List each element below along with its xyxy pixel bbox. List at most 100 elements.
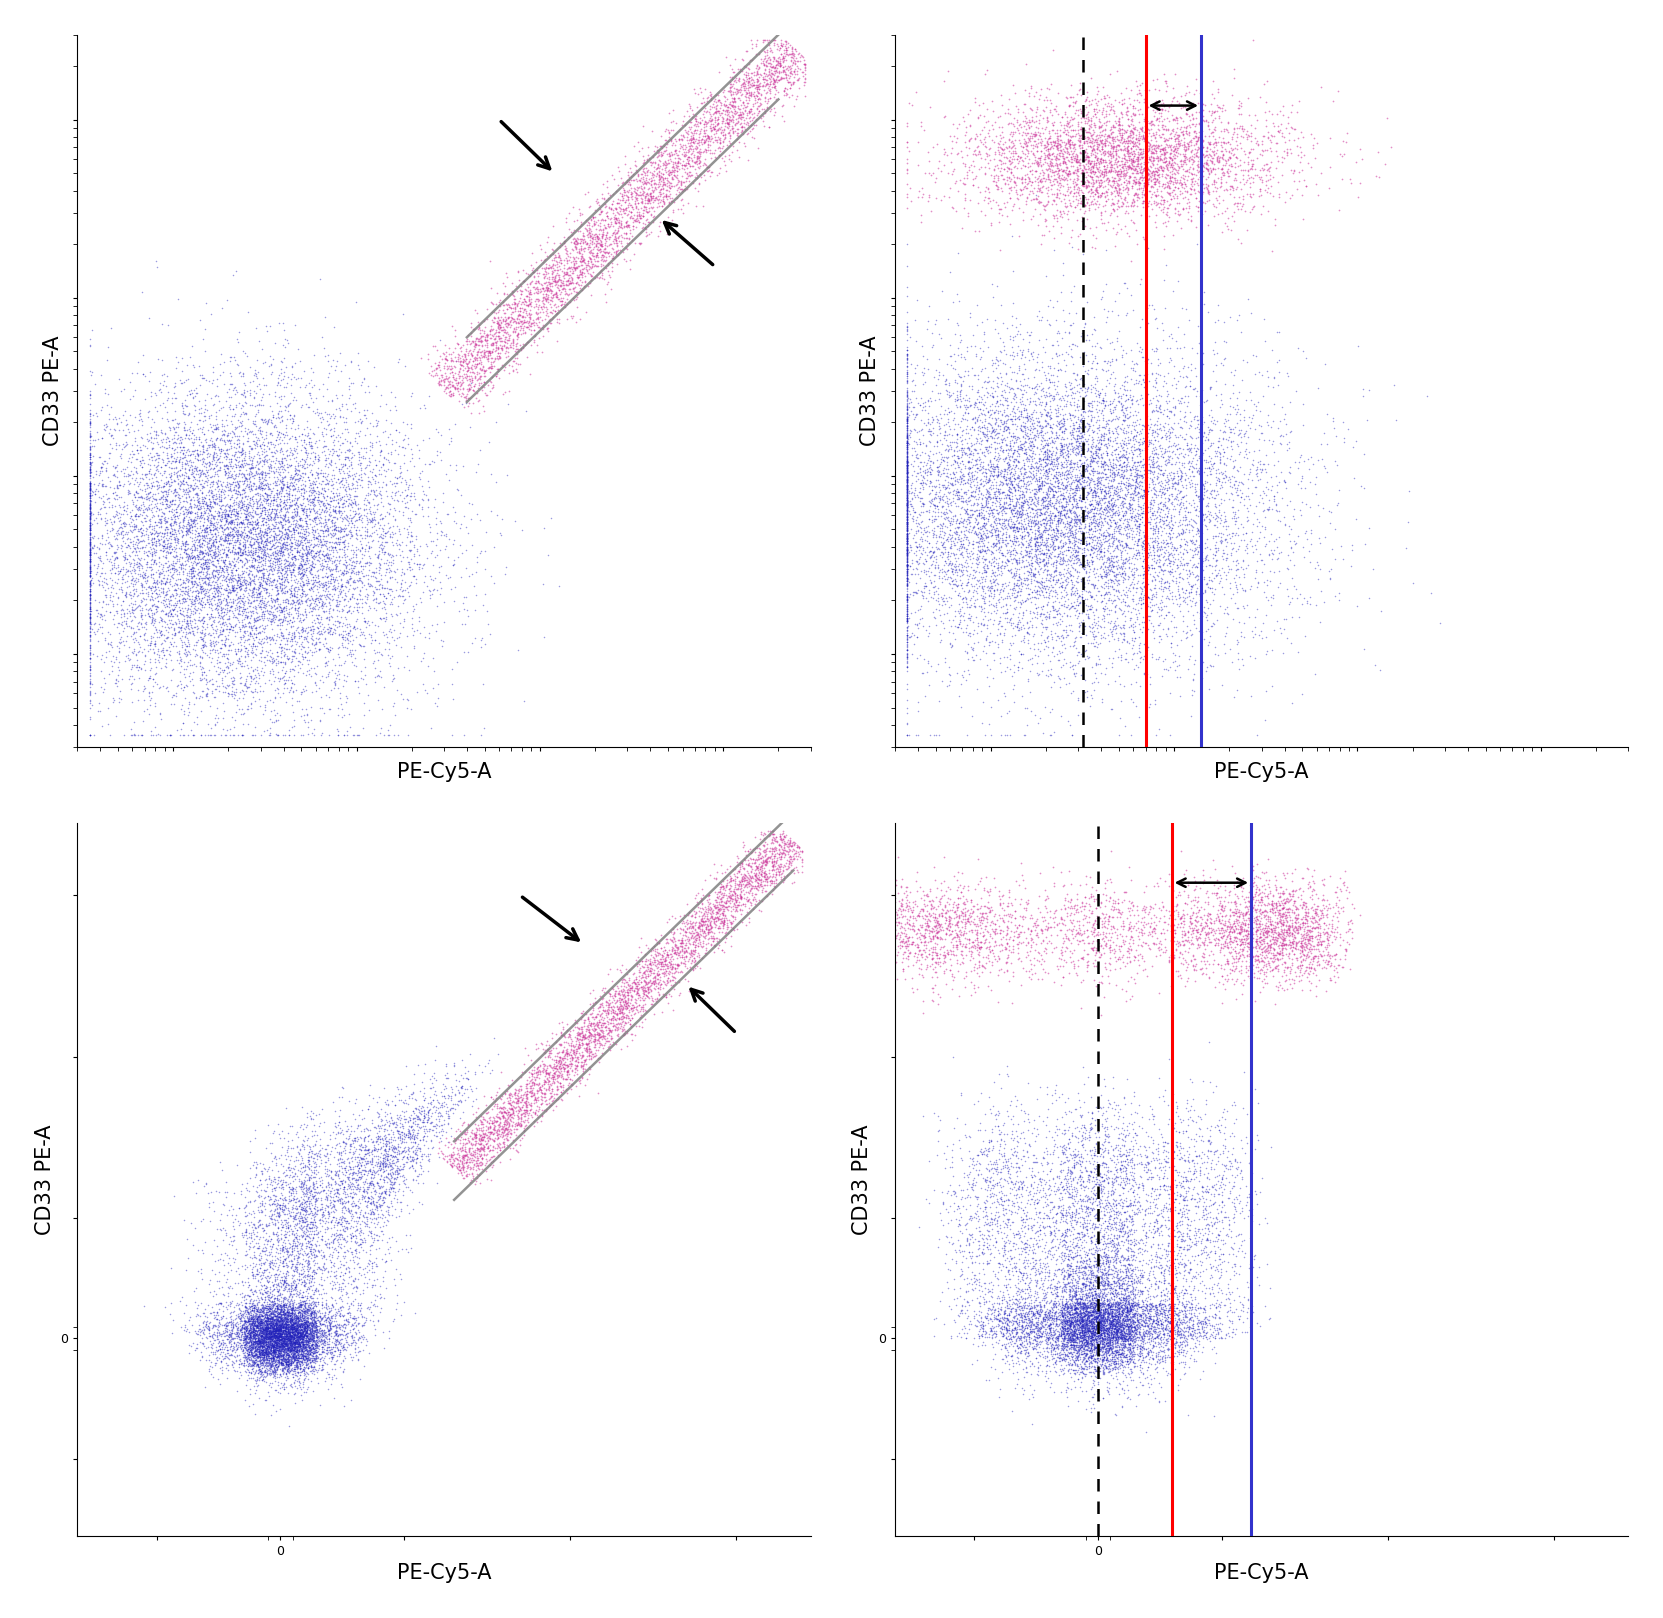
Point [1058,1322,1084,1348]
Point [278,380,304,406]
Point [1021,579,1048,605]
Point [963,1184,989,1210]
Point [276,1299,303,1325]
Point [913,956,940,982]
Point [1231,925,1257,951]
Point [1059,361,1086,387]
Point [271,506,298,532]
Point [1061,392,1088,417]
Point [1056,649,1083,675]
Point [313,1291,339,1317]
Point [496,1107,522,1133]
Point [226,1306,253,1332]
Point [1069,1254,1096,1280]
Point [487,307,514,333]
Point [286,1332,313,1358]
Point [1249,142,1276,168]
Point [278,1325,304,1351]
Point [1109,1259,1136,1285]
Point [1108,469,1134,495]
Point [1013,1286,1039,1312]
Point [1237,909,1264,935]
Point [1081,1328,1108,1354]
Point [1003,1320,1029,1346]
Point [294,1343,321,1369]
Point [1078,398,1104,424]
Point [627,955,654,981]
Point [1106,1236,1133,1262]
Point [361,1312,387,1338]
Point [293,1346,319,1372]
Point [220,1309,246,1335]
Point [976,1128,1003,1154]
Point [584,217,610,243]
Point [143,523,170,549]
Point [178,440,205,466]
Point [254,1343,281,1369]
Point [294,1249,321,1275]
Point [226,515,253,540]
Point [288,587,314,613]
Point [1116,987,1142,1013]
Point [1056,595,1083,621]
Point [1196,1176,1222,1202]
Point [111,544,138,570]
Point [76,667,103,693]
Point [951,934,978,959]
Point [575,248,602,273]
Point [1099,1330,1126,1356]
Point [462,328,489,354]
Point [91,665,118,691]
Point [955,518,981,544]
Point [175,477,201,503]
Point [1058,489,1084,515]
Point [148,574,175,600]
Point [308,1168,334,1194]
Point [373,1207,399,1233]
Point [1014,1264,1041,1290]
Point [1113,1162,1139,1188]
Point [249,1302,276,1328]
Point [1051,1306,1078,1332]
Point [271,1286,298,1312]
Point [752,45,778,71]
Point [733,900,760,925]
Point [248,589,274,615]
Point [331,1157,358,1183]
Point [228,448,254,474]
Point [592,244,619,270]
Point [359,1170,386,1196]
Point [206,591,233,616]
Point [1054,524,1081,550]
Point [1147,1260,1174,1286]
Point [1081,1264,1108,1290]
Point [1039,1338,1066,1364]
Point [1089,1304,1116,1330]
Point [161,1183,188,1209]
Point [205,1319,231,1345]
Point [426,1144,452,1170]
Point [226,474,253,500]
Point [1044,317,1071,343]
Point [1154,1309,1181,1335]
Point [1246,913,1272,938]
Point [246,1358,273,1383]
Point [1019,1307,1046,1333]
Point [1071,1260,1098,1286]
Point [1028,76,1054,102]
Point [1096,1332,1123,1358]
Point [276,1322,303,1348]
Point [587,1018,614,1044]
Point [1234,476,1261,502]
Point [328,574,354,600]
Point [1159,476,1186,502]
Point [1049,485,1076,511]
Point [1176,1306,1202,1332]
Point [1023,1312,1049,1338]
Point [1073,1301,1099,1327]
Point [238,450,264,476]
Point [737,870,763,896]
Point [1181,1176,1207,1202]
Point [1267,430,1294,456]
Point [1151,1296,1177,1322]
